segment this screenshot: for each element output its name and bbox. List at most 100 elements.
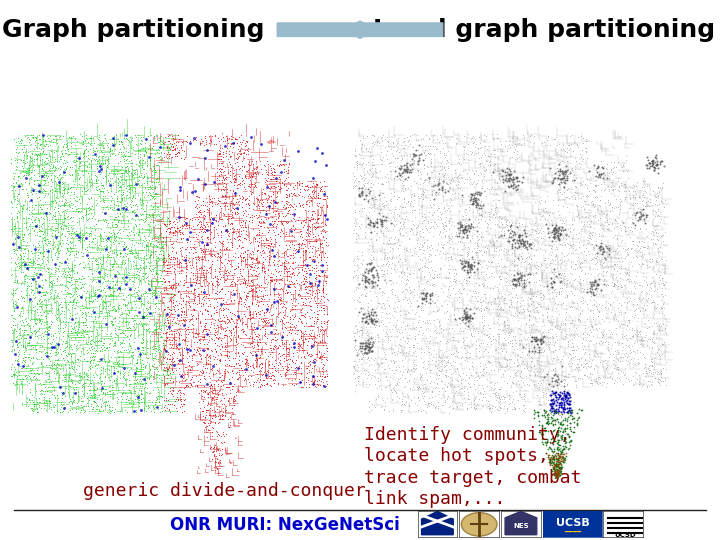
Point xyxy=(568,417,580,426)
Point xyxy=(92,285,104,293)
Point xyxy=(49,365,60,374)
Point xyxy=(303,202,315,211)
Point xyxy=(146,178,158,187)
Point xyxy=(42,339,53,347)
Point xyxy=(426,222,437,231)
Point xyxy=(210,306,222,314)
Point xyxy=(541,215,553,224)
Point xyxy=(42,326,54,335)
Point xyxy=(142,258,153,267)
Point xyxy=(23,266,35,274)
Point xyxy=(102,363,113,372)
Point xyxy=(585,234,597,243)
Point xyxy=(144,227,156,236)
Point xyxy=(467,131,479,140)
Point xyxy=(56,408,68,417)
Point xyxy=(107,386,118,394)
Point xyxy=(352,284,364,293)
Point xyxy=(438,204,450,212)
Point xyxy=(362,298,374,307)
Point xyxy=(100,397,112,406)
Point xyxy=(24,262,35,271)
Point xyxy=(536,386,548,395)
Point xyxy=(552,424,564,433)
Point xyxy=(196,369,207,377)
Point xyxy=(428,177,440,185)
Point xyxy=(127,165,138,174)
Point xyxy=(434,149,446,158)
Point xyxy=(553,430,564,439)
Point xyxy=(286,251,297,259)
Point xyxy=(523,348,535,356)
Point xyxy=(404,149,415,158)
Point xyxy=(416,219,428,228)
Point xyxy=(524,240,536,248)
Point xyxy=(375,217,387,225)
Point xyxy=(107,358,119,367)
Point xyxy=(227,199,238,208)
Point xyxy=(366,371,378,380)
Point xyxy=(227,242,238,251)
Point xyxy=(111,222,122,231)
Point xyxy=(217,161,228,170)
Point xyxy=(39,246,50,255)
Point xyxy=(549,461,561,469)
Point xyxy=(636,381,648,390)
Point xyxy=(424,372,436,381)
Point xyxy=(306,211,318,220)
Point xyxy=(104,335,116,343)
Point xyxy=(246,281,258,290)
Point xyxy=(279,262,290,271)
Point xyxy=(576,339,588,347)
Point xyxy=(545,408,557,416)
Point xyxy=(68,303,80,312)
Point xyxy=(15,320,27,329)
Point xyxy=(283,340,294,348)
Point xyxy=(351,350,363,359)
Point xyxy=(112,194,123,202)
Point xyxy=(308,293,320,301)
Point xyxy=(132,355,143,364)
Point xyxy=(566,164,577,172)
Point xyxy=(561,291,572,300)
Point xyxy=(35,319,46,327)
Point xyxy=(548,225,559,234)
Point xyxy=(110,305,122,314)
Point xyxy=(469,200,480,209)
Point xyxy=(227,382,238,391)
Point xyxy=(410,360,421,369)
Point xyxy=(584,368,595,377)
Point xyxy=(33,221,45,230)
Point xyxy=(214,137,225,145)
Point xyxy=(183,317,194,326)
Point xyxy=(476,280,487,289)
Point xyxy=(558,449,570,458)
Point xyxy=(556,224,567,233)
Point xyxy=(142,174,153,183)
Point xyxy=(479,386,490,395)
Point xyxy=(388,348,400,357)
Point xyxy=(114,369,125,377)
Point xyxy=(393,296,405,305)
Point xyxy=(142,292,153,301)
Point xyxy=(179,316,190,325)
Point xyxy=(415,407,426,415)
Point xyxy=(567,177,578,186)
Point xyxy=(128,205,140,214)
Point xyxy=(366,315,378,324)
Point xyxy=(534,366,546,375)
Point xyxy=(472,236,484,245)
Point xyxy=(58,345,70,354)
Point xyxy=(143,275,154,284)
Point xyxy=(210,457,222,466)
Point xyxy=(115,217,127,225)
Point xyxy=(174,299,185,307)
Point xyxy=(150,211,162,220)
Point xyxy=(288,251,300,259)
Point xyxy=(528,297,539,306)
Point xyxy=(435,166,446,174)
Point xyxy=(514,359,526,368)
Point xyxy=(227,174,238,183)
Point xyxy=(561,381,572,389)
Point xyxy=(374,376,385,384)
